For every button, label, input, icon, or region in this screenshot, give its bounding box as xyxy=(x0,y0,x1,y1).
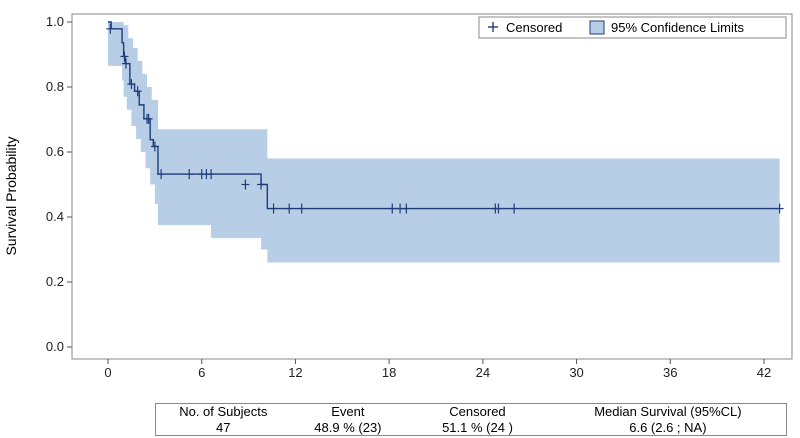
header-subjects: No. of Subjects xyxy=(179,404,268,419)
header-median-survival: Median Survival (95%CL) xyxy=(594,404,742,419)
survival-curve-layer xyxy=(108,21,780,210)
x-tick-label: 6 xyxy=(198,365,205,380)
value-subjects: 47 xyxy=(216,420,231,435)
y-tick-label: 1.0 xyxy=(46,14,64,29)
censored-marker xyxy=(257,179,266,190)
censored-marker xyxy=(775,203,784,214)
censored-marker xyxy=(127,79,136,90)
header-censored: Censored xyxy=(449,404,506,419)
x-tick-label: 0 xyxy=(104,365,111,380)
value-event: 48.9 % (23) xyxy=(314,420,382,435)
legend-censored-label: Censored xyxy=(506,20,562,35)
summary-stats-table: No. of Subjects Event Censored Median Su… xyxy=(155,403,787,436)
confidence-band xyxy=(108,22,780,263)
value-censored: 51.1 % (24 ) xyxy=(442,420,513,435)
x-tick-label: 18 xyxy=(382,365,396,380)
censored-markers-layer xyxy=(106,23,784,214)
censored-marker xyxy=(185,169,194,180)
censored-marker xyxy=(241,179,250,190)
y-axis-label: Survival Probability xyxy=(3,136,19,255)
stats-value-row: 47 48.9 % (23) 51.1 % (24 ) 6.6 (2.6 ; N… xyxy=(156,420,786,436)
header-event: Event xyxy=(331,404,365,419)
y-tick-label: 0.8 xyxy=(46,79,64,94)
censored-marker xyxy=(121,58,130,69)
censored-marker xyxy=(133,86,142,97)
legend-box xyxy=(478,16,787,39)
legend-ci-swatch xyxy=(589,20,605,35)
value-median-survival: 6.6 (2.6 ; NA) xyxy=(629,420,707,435)
legend: Censored 95% Confidence Limits xyxy=(478,16,787,39)
censored-marker xyxy=(120,51,129,62)
censored-marker xyxy=(144,113,153,124)
censored-marker xyxy=(106,23,115,34)
y-tick-label: 0.6 xyxy=(46,144,64,159)
censored-marker xyxy=(269,203,278,214)
x-tick-label: 24 xyxy=(476,365,490,380)
censored-marker xyxy=(402,203,411,214)
x-tick-label: 42 xyxy=(757,365,771,380)
censored-marker xyxy=(494,203,503,214)
legend-ci-label: 95% Confidence Limits xyxy=(611,20,744,35)
y-tick-label: 0.4 xyxy=(46,209,64,224)
x-tick-label: 30 xyxy=(569,365,583,380)
censored-marker xyxy=(510,203,519,214)
y-tick-label: 0.2 xyxy=(46,274,64,289)
y-axis: 0.0 0.2 0.4 0.6 0.8 1.0 xyxy=(46,14,72,354)
confidence-band-layer xyxy=(108,22,780,263)
censored-marker xyxy=(157,169,166,180)
censored-marker xyxy=(285,203,294,214)
censored-marker xyxy=(150,141,159,152)
legend-censored-marker xyxy=(488,22,498,32)
censored-marker xyxy=(207,169,216,180)
stats-header-row: No. of Subjects Event Censored Median Su… xyxy=(156,404,786,420)
survival-chart: 0 6 12 18 24 30 36 42 0.0 0.2 0.4 0.6 0.8 1.0 Surviv… xyxy=(3,13,793,380)
x-tick-label: 12 xyxy=(288,365,302,380)
x-tick-label: 36 xyxy=(663,365,677,380)
survival-curve xyxy=(108,21,780,210)
censored-marker xyxy=(388,203,397,214)
x-axis: 0 6 12 18 24 30 36 42 xyxy=(104,359,771,380)
y-tick-label: 0.0 xyxy=(46,339,64,354)
censored-marker xyxy=(297,203,306,214)
